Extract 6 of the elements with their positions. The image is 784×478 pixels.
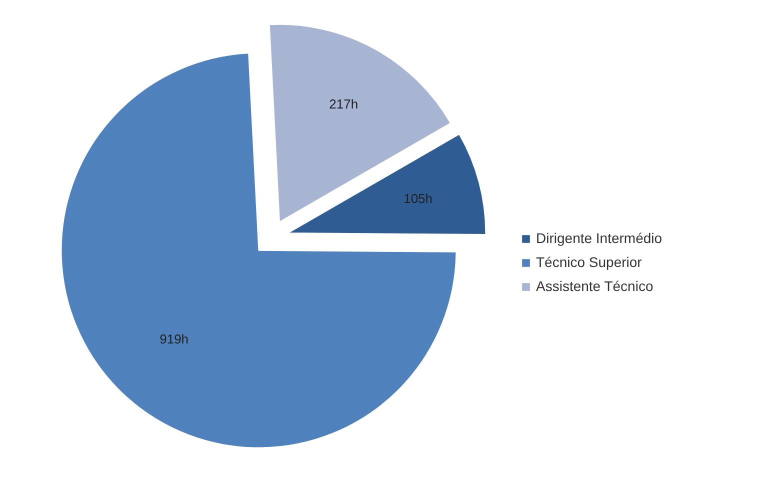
legend-label: Técnico Superior xyxy=(536,254,642,270)
data-label: 105h xyxy=(404,191,433,206)
legend-label: Assistente Técnico xyxy=(536,278,654,294)
data-label: 217h xyxy=(329,96,358,112)
legend-label: Dirigente Intermédio xyxy=(536,230,662,246)
data-label: 919h xyxy=(160,331,189,346)
